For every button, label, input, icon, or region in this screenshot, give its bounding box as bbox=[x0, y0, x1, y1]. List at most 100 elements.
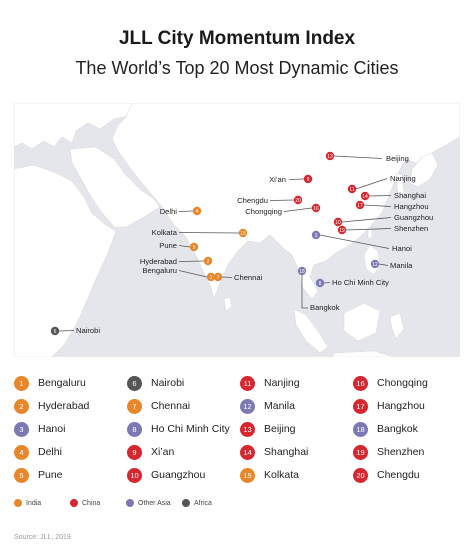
map-city-label: Xi’an bbox=[269, 175, 286, 184]
legend-item-chengdu: 20 Chengdu bbox=[353, 467, 420, 483]
map-city-label: Bangkok bbox=[310, 303, 340, 312]
leader-line bbox=[283, 207, 313, 212]
leader-line bbox=[368, 195, 392, 197]
rank-badge: 17 bbox=[353, 398, 368, 414]
marker-rank: 12 bbox=[372, 262, 378, 268]
source-note: Source: JLL, 2019 bbox=[14, 534, 71, 541]
marker-rank: 4 bbox=[196, 209, 199, 215]
leader-line bbox=[178, 260, 205, 262]
map-marker-kolkata: 15 Kolkata bbox=[152, 228, 248, 238]
marker-dot bbox=[293, 195, 303, 205]
map-marker-hanoi: 3 Hanoi bbox=[311, 230, 412, 253]
map-marker-bangkok: 18 Bangkok bbox=[297, 266, 340, 312]
rank-badge: 1 bbox=[14, 375, 29, 391]
marker-dot bbox=[311, 230, 321, 240]
leader-line bbox=[345, 228, 392, 231]
legend-city-name: Chongqing bbox=[377, 377, 428, 389]
legend-city-name: Bengaluru bbox=[38, 377, 86, 389]
map-city-label: Hanoi bbox=[392, 244, 412, 253]
legend-city-name: Beijing bbox=[264, 423, 296, 435]
legend-item-bengaluru: 1 Bengaluru bbox=[14, 375, 86, 391]
rank-badge: 3 bbox=[14, 421, 29, 437]
page-subtitle: The World’s Top 20 Most Dynamic Cities bbox=[75, 58, 399, 78]
marker-rank: 18 bbox=[299, 269, 305, 275]
map-marker-shenzhen: 19 Shenzhen bbox=[337, 224, 428, 235]
marker-rank: 11 bbox=[349, 187, 354, 193]
marker-rank: 3 bbox=[315, 233, 318, 239]
legend-item-pune: 5 Pune bbox=[14, 467, 63, 483]
marker-dot bbox=[311, 203, 321, 213]
map-city-label: Bengaluru bbox=[142, 266, 177, 275]
marker-rank: 17 bbox=[357, 203, 363, 209]
landmass-arabia bbox=[69, 146, 161, 228]
landmass-philippines bbox=[363, 244, 381, 276]
marker-dot bbox=[189, 242, 199, 252]
map-marker-hyderabad: 2 Hyderabad bbox=[140, 256, 213, 266]
marker-dot bbox=[206, 272, 216, 282]
map-marker-chengdu: 20 Chengdu bbox=[237, 195, 303, 205]
marker-rank: 20 bbox=[295, 198, 301, 204]
map-city-label: Delhi bbox=[160, 207, 178, 216]
rank-badge: 18 bbox=[353, 421, 368, 437]
marker-rank: 8 bbox=[319, 281, 322, 287]
landmass-borneo bbox=[343, 302, 381, 342]
map-marker-shanghai: 14 Shanghai bbox=[360, 191, 426, 201]
map-city-label: Nairobi bbox=[76, 326, 100, 335]
marker-dot bbox=[370, 259, 380, 269]
map-city-label: Beijing bbox=[386, 154, 409, 163]
legend-city-name: Ho Chi Minh City bbox=[151, 423, 230, 435]
map-marker-nanjing: 11 Nanjing bbox=[347, 174, 416, 194]
marker-rank: 14 bbox=[362, 194, 368, 200]
marker-rank: 10 bbox=[335, 220, 341, 226]
marker-dot bbox=[203, 256, 213, 266]
legend-city-name: Nanjing bbox=[264, 377, 300, 389]
map-canvas: 1 Bengaluru 2 Hyderabad 3 Hanoi 4 Delhi 5 Pune 6 Na… bbox=[14, 103, 460, 357]
rank-badge: 11 bbox=[240, 375, 255, 391]
map-city-label: Chengdu bbox=[237, 196, 268, 205]
map-city-label: Chongqing bbox=[245, 207, 282, 216]
legend-item-hangzhou: 17 Hangzhou bbox=[353, 398, 425, 414]
map-city-label: Pune bbox=[159, 241, 177, 250]
map-city-label: Kolkata bbox=[152, 228, 178, 237]
region-key-india: India bbox=[14, 499, 41, 507]
legend-item-chennai: 7 Chennai bbox=[127, 398, 190, 414]
legend-item-hyderabad: 2 Hyderabad bbox=[14, 398, 89, 414]
rank-badge: 9 bbox=[127, 444, 142, 460]
leader-line bbox=[178, 210, 194, 212]
map-city-label: Hyderabad bbox=[140, 257, 177, 266]
marker-rank: 16 bbox=[313, 206, 319, 212]
region-dot bbox=[182, 499, 190, 507]
legend-item-kolkata: 15 Kolkata bbox=[240, 467, 299, 483]
legend-city-name: Delhi bbox=[38, 446, 62, 458]
marker-rank: 6 bbox=[54, 329, 57, 335]
region-dot bbox=[126, 499, 134, 507]
marker-dot bbox=[355, 200, 365, 210]
legend-city-name: Hanoi bbox=[38, 423, 66, 435]
map-city-label: Ho Chi Minh City bbox=[332, 278, 389, 287]
legend-item-manila: 12 Manila bbox=[240, 398, 295, 414]
landmass-sumatra bbox=[293, 308, 329, 354]
rank-badge: 2 bbox=[14, 398, 29, 414]
leader-line bbox=[333, 155, 383, 159]
region-key-china: China bbox=[70, 499, 100, 507]
marker-rank: 13 bbox=[327, 154, 333, 160]
rank-badge: 20 bbox=[353, 467, 368, 483]
landmass-japan bbox=[409, 152, 439, 188]
leader-line bbox=[341, 217, 392, 223]
region-label: Other Asia bbox=[138, 499, 171, 507]
leader-line bbox=[323, 282, 331, 284]
marker-rank: 9 bbox=[307, 177, 310, 183]
map-city-label: Chennai bbox=[234, 273, 263, 282]
region-dot bbox=[14, 499, 22, 507]
region-label: China bbox=[82, 499, 101, 507]
page-title: JLL City Momentum Index bbox=[118, 28, 356, 49]
legend-city-name: Guangzhou bbox=[151, 469, 206, 481]
marker-rank: 7 bbox=[217, 275, 220, 281]
leader-line bbox=[58, 330, 75, 332]
marker-dot bbox=[347, 184, 357, 194]
marker-dot bbox=[238, 228, 248, 238]
legend-city-name: Xi’an bbox=[151, 446, 175, 458]
rank-badge: 6 bbox=[127, 375, 142, 391]
map-city-label: Manila bbox=[390, 261, 413, 270]
rank-badge: 4 bbox=[14, 444, 29, 460]
